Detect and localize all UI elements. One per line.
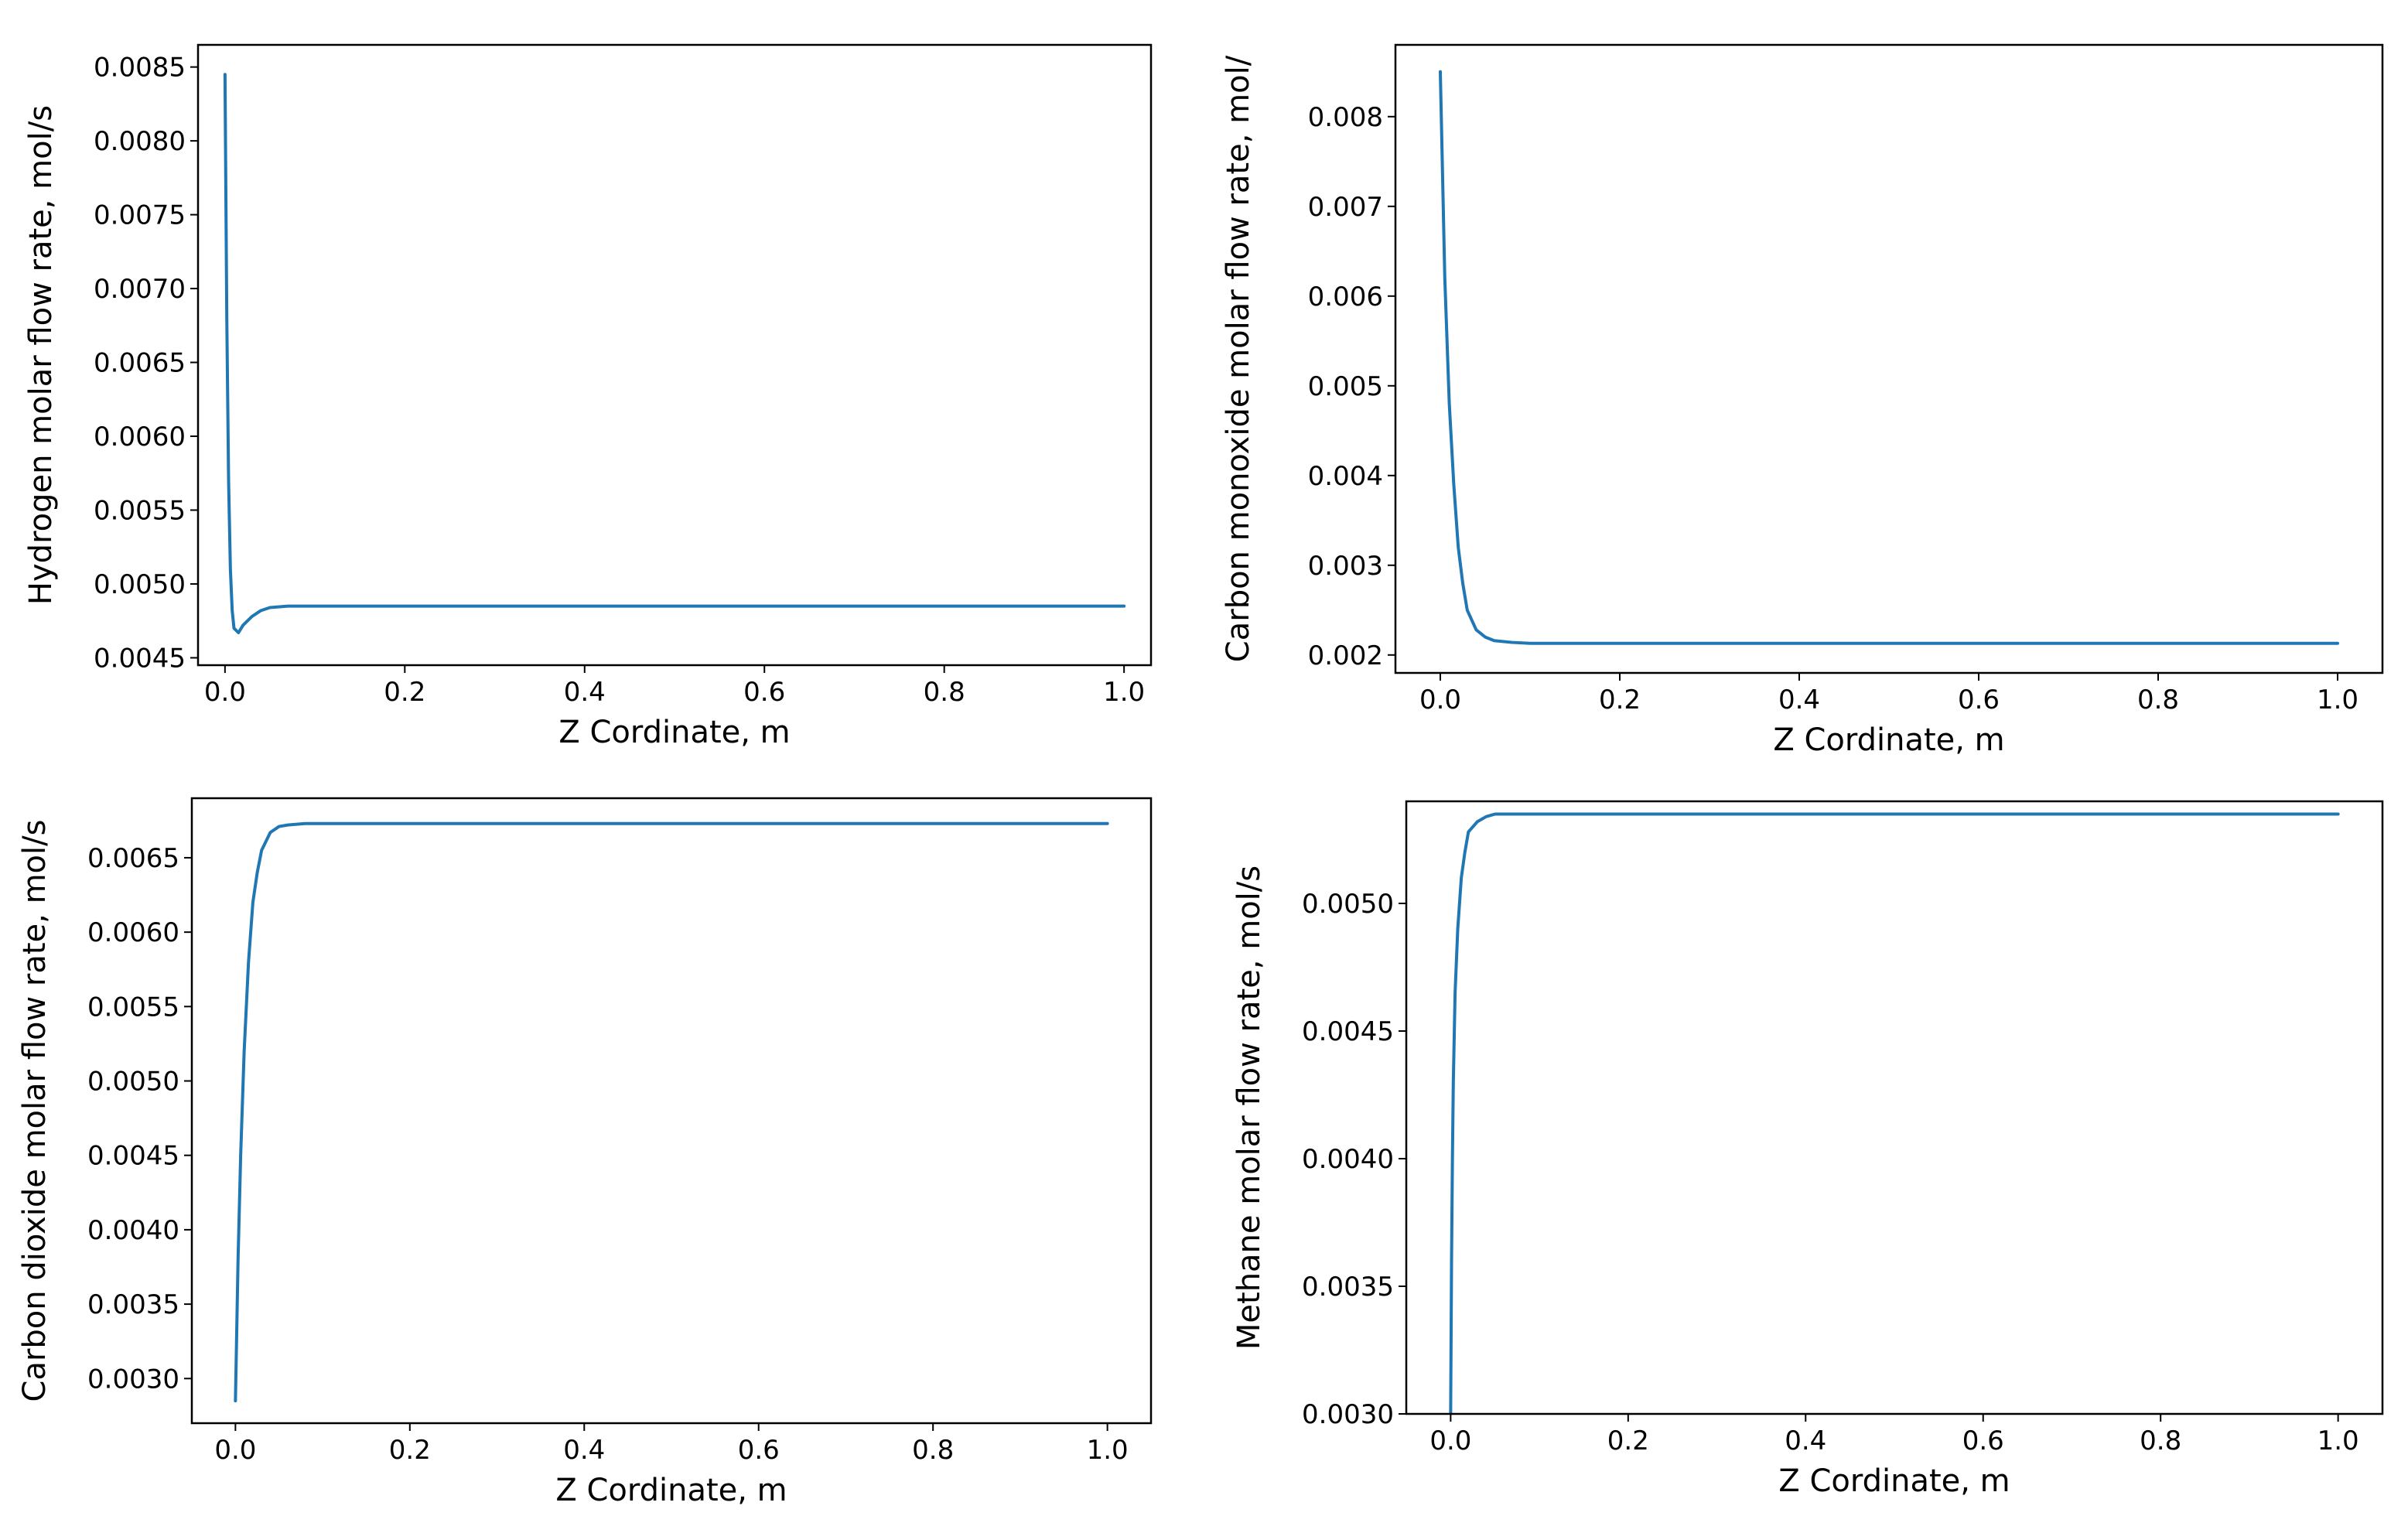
x-tick-label: 0.8 xyxy=(924,677,965,708)
y-tick-label: 0.0050 xyxy=(87,1067,179,1098)
y-tick-label: 0.0065 xyxy=(87,843,179,874)
y-tick-label: 0.0050 xyxy=(94,569,186,600)
y-tick-label: 0.0055 xyxy=(94,496,186,527)
y-tick-label: 0.0075 xyxy=(94,200,186,231)
y-tick-label: 0.005 xyxy=(1308,371,1383,402)
y-tick-label: 0.0050 xyxy=(1302,889,1394,920)
y-tick-label: 0.007 xyxy=(1308,192,1383,223)
series-line-0 xyxy=(1439,70,2339,645)
y-tick-label: 0.008 xyxy=(1308,102,1383,133)
x-tick-label: 1.0 xyxy=(2317,1426,2359,1456)
y-tick-label: 0.0035 xyxy=(1302,1272,1394,1303)
x-tick-label: 1.0 xyxy=(1103,677,1145,708)
x-axis-title: Z Cordinate, m xyxy=(1773,722,2004,758)
y-tick-label: 0.0030 xyxy=(1302,1399,1394,1430)
y-tick-label: 0.0070 xyxy=(94,274,186,305)
y-tick-label: 0.002 xyxy=(1308,640,1383,671)
x-tick-label: 0.2 xyxy=(1607,1426,1649,1456)
y-tick-label: 0.004 xyxy=(1308,461,1383,492)
axes-frame xyxy=(196,43,1153,667)
x-tick-label: 0.8 xyxy=(2137,685,2179,715)
x-tick-label: 0.6 xyxy=(1958,685,2000,715)
x-tick-label: 0.6 xyxy=(1962,1426,2004,1456)
y-tick-label: 0.0060 xyxy=(87,917,179,948)
x-tick-label: 0.0 xyxy=(204,677,246,708)
axes-frame xyxy=(1394,43,2384,674)
y-tick-label: 0.003 xyxy=(1308,551,1383,582)
y-tick-label: 0.0040 xyxy=(87,1215,179,1246)
y-tick-label: 0.0060 xyxy=(94,422,186,452)
y-tick-label: 0.006 xyxy=(1308,282,1383,312)
y-tick-label: 0.0040 xyxy=(1302,1144,1394,1175)
chart-methane: 0.0 0.2 0.4 0.6 0.8 1.0 0.0030 0.0035 0.0040 0.00… xyxy=(1231,800,2384,1499)
x-tick-label: 0.8 xyxy=(912,1435,954,1466)
x-tick-label: 1.0 xyxy=(2317,685,2358,715)
x-tick-label: 0.4 xyxy=(564,677,606,708)
x-axis-title: Z Cordinate, m xyxy=(555,1473,787,1508)
series-line-0 xyxy=(234,821,1109,1403)
x-tick-label: 1.0 xyxy=(1087,1435,1129,1466)
x-tick-label: 0.0 xyxy=(1429,1426,1471,1456)
series-line-0 xyxy=(223,73,1126,634)
x-tick-label: 0.6 xyxy=(743,677,785,708)
series-line-0 xyxy=(1449,812,2340,1414)
x-tick-label: 0.4 xyxy=(1785,1426,1826,1456)
x-tick-label: 0.2 xyxy=(389,1435,431,1466)
axes-frame xyxy=(190,797,1153,1425)
chart-carbon-dioxide: 0.0 0.2 0.4 0.6 0.8 1.0 0.0030 0.0035 0.0040 0.00… xyxy=(17,797,1153,1508)
x-tick-label: 0.2 xyxy=(1599,685,1641,715)
x-tick-label: 0.6 xyxy=(738,1435,780,1466)
y-tick-label: 0.0045 xyxy=(87,1141,179,1172)
y-axis-title: Hydrogen molar flow rate, mol/s xyxy=(23,105,59,605)
y-tick-label: 0.0035 xyxy=(87,1289,179,1320)
x-axis-title: Z Cordinate, m xyxy=(1778,1463,2010,1499)
y-tick-label: 0.0080 xyxy=(94,126,186,157)
y-axis-title: Carbon dioxide molar flow rate, mol/s xyxy=(17,820,53,1402)
y-tick-label: 0.0045 xyxy=(1302,1016,1394,1047)
x-tick-label: 0.2 xyxy=(384,677,425,708)
y-tick-label: 0.0055 xyxy=(87,992,179,1023)
y-tick-label: 0.0085 xyxy=(94,53,186,84)
x-tick-label: 0.0 xyxy=(214,1435,256,1466)
chart-carbon-monoxide: 0.0 0.2 0.4 0.6 0.8 1.0 0.002 0.003 0.004 0.005 0.… xyxy=(1221,43,2384,758)
y-tick-label: 0.0065 xyxy=(94,348,186,379)
y-axis-title: Carbon monoxide molar flow rate, mol/ xyxy=(1221,55,1256,662)
y-axis-title: Methane molar flow rate, mol/s xyxy=(1231,866,1267,1350)
axes-frame xyxy=(1405,800,2384,1415)
chart-hydrogen: 0.0 0.2 0.4 0.6 0.8 1.0 0.0045 0.0050 0.0055 0.00… xyxy=(23,43,1153,750)
y-tick-label: 0.0030 xyxy=(87,1364,179,1395)
y-tick-label: 0.0045 xyxy=(94,643,186,674)
x-tick-label: 0.0 xyxy=(1419,685,1461,715)
x-tick-label: 0.8 xyxy=(2140,1426,2181,1456)
x-tick-label: 0.4 xyxy=(563,1435,605,1466)
x-tick-label: 0.4 xyxy=(1778,685,1820,715)
x-axis-title: Z Cordinate, m xyxy=(558,715,790,750)
